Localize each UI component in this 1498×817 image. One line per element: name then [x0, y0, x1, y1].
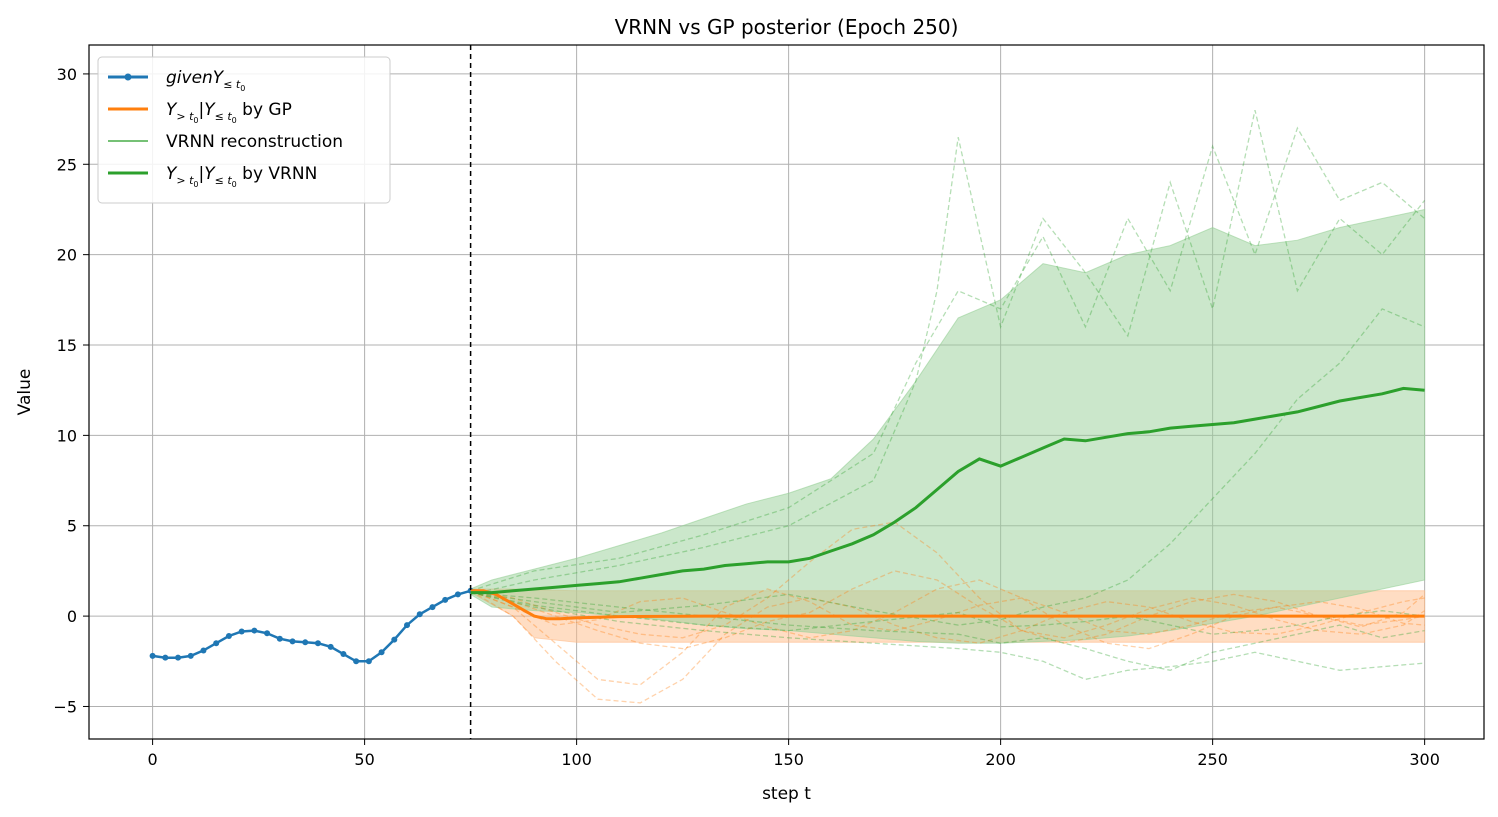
legend-label: VRNN reconstruction: [166, 132, 343, 152]
data-point: [365, 658, 372, 665]
y-tick-label: 15: [57, 336, 77, 355]
data-point: [251, 627, 258, 634]
legend-marker: [124, 73, 132, 81]
data-point: [327, 643, 334, 650]
plot-frame: [88, 44, 1485, 740]
data-point: [225, 632, 232, 639]
gp-sample-line: [470, 570, 1426, 650]
x-axis-label: step t: [762, 784, 811, 804]
data-point: [149, 652, 156, 659]
y-tick-label: 5: [67, 517, 77, 536]
vrnn-sample-line: [470, 308, 1425, 626]
data-point: [340, 651, 347, 658]
series-line-vrnn_mean: [470, 386, 1425, 595]
data-point: [416, 611, 423, 618]
data-point: [289, 638, 296, 645]
data-point: [187, 652, 194, 659]
legend-box: [97, 56, 391, 204]
legend-label: givenY≤ t0: [166, 68, 245, 93]
data-point: [404, 622, 411, 629]
legend-entry: Y> t0|Y≤ t0 by VRNN: [108, 164, 317, 189]
x-tick-label: 50: [354, 750, 374, 769]
vrnn-sample-line: [470, 109, 1426, 596]
legend-label: Y> t0|Y≤ t0 by GP: [166, 100, 292, 125]
data-point: [429, 604, 436, 611]
vrnn-sample-line: [470, 126, 1426, 592]
x-tick-label: 100: [561, 750, 592, 769]
vrnn-sample-line: [470, 591, 1425, 635]
data-point: [302, 639, 309, 646]
vrnn-sample-line: [470, 591, 1425, 671]
y-tick-label: 0: [67, 607, 77, 626]
data-point: [353, 658, 360, 665]
vrnn-sample-line: [470, 591, 1425, 681]
gp-sample-line: [470, 579, 1425, 650]
y-tick-label: 30: [57, 65, 77, 84]
legend-label: Y> t0|Y≤ t0 by VRNN: [166, 164, 317, 189]
legend-entry: givenY≤ t0: [108, 68, 245, 93]
x-axis-ticks: 0 50 100 150 200 250 300: [148, 739, 1440, 769]
data-point: [276, 635, 283, 642]
data-point: [200, 647, 207, 654]
chart-title: VRNN vs GP posterior (Epoch 250): [615, 15, 959, 39]
series-lines: [149, 386, 1425, 665]
sample-lines: [470, 109, 1426, 704]
data-point: [162, 654, 169, 661]
data-point: [378, 649, 385, 656]
x-tick-label: 0: [148, 750, 158, 769]
gp-sample-line: [470, 521, 1425, 639]
series-line-given: [152, 589, 471, 663]
y-axis-label: Value: [15, 369, 35, 416]
y-tick-label: 10: [57, 426, 77, 445]
y-axis-ticks: −5 0 5 10 15 20 25 30: [53, 65, 89, 716]
legend: givenY≤ t0 Y> t0|Y≤ t0 by GP VRNN reconstr…: [97, 56, 391, 204]
x-tick-label: 200: [985, 750, 1016, 769]
vrnn-confidence-band: [470, 208, 1426, 644]
gp-sample-line: [470, 588, 1425, 686]
data-point: [454, 591, 461, 598]
gp-sample-line: [470, 590, 1425, 704]
x-tick-label: 250: [1197, 750, 1228, 769]
y-tick-label: 25: [57, 155, 77, 174]
series-vrnn_mean: [470, 386, 1425, 595]
x-tick-label: 300: [1409, 750, 1440, 769]
x-tick-label: 150: [773, 750, 804, 769]
legend-entry: VRNN reconstruction: [108, 132, 343, 152]
data-point: [264, 630, 271, 637]
data-point: [213, 640, 220, 647]
data-point: [442, 596, 449, 603]
y-tick-label: 20: [57, 246, 77, 265]
series-given: [149, 587, 474, 665]
data-point: [391, 636, 398, 643]
data-point: [175, 654, 182, 661]
data-point: [238, 628, 245, 635]
legend-entry: Y> t0|Y≤ t0 by GP: [108, 100, 292, 125]
data-point: [314, 640, 321, 647]
confidence-bands: [470, 208, 1426, 644]
y-tick-label: −5: [53, 697, 77, 716]
